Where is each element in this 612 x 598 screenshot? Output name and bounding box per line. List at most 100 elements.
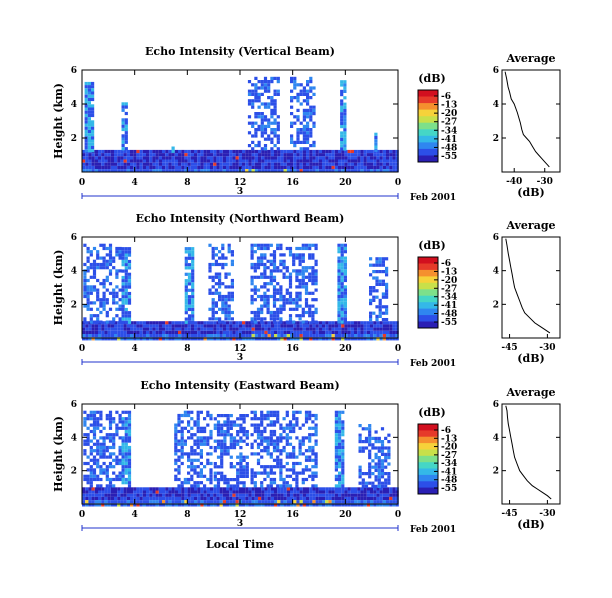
heatmap-cell bbox=[277, 500, 281, 504]
heatmap-cell bbox=[230, 298, 234, 302]
heatmap-cell bbox=[296, 487, 300, 491]
heatmap-cell bbox=[309, 324, 313, 328]
heatmap-cell bbox=[263, 262, 267, 267]
heatmap-cell bbox=[263, 118, 268, 122]
heatmap-cell bbox=[282, 465, 286, 469]
heatmap-cell bbox=[209, 471, 213, 475]
heatmap-cell bbox=[308, 278, 312, 283]
heatmap-cell bbox=[338, 487, 342, 491]
heatmap-cell bbox=[187, 481, 191, 485]
heatmap-cell bbox=[127, 458, 132, 462]
heatmap-cell bbox=[263, 449, 267, 453]
heatmap-cell bbox=[381, 282, 385, 286]
heatmap-cell bbox=[200, 330, 204, 334]
heatmap-cell bbox=[121, 118, 125, 122]
heatmap-cell bbox=[290, 156, 294, 160]
heatmap-cell bbox=[395, 321, 399, 325]
heatmap-cell bbox=[155, 496, 159, 501]
heatmap-cell bbox=[343, 320, 347, 324]
heatmap-cell bbox=[92, 449, 97, 453]
heatmap-cell bbox=[254, 324, 258, 328]
heatmap-cell bbox=[250, 310, 254, 315]
heatmap-cell bbox=[340, 115, 344, 119]
heatmap-cell bbox=[87, 142, 91, 146]
heatmap-cell bbox=[174, 153, 178, 157]
heatmap-cell bbox=[381, 270, 385, 274]
heatmap-cell bbox=[286, 169, 290, 173]
heatmap-cell bbox=[338, 330, 342, 334]
heatmap-cell bbox=[308, 291, 312, 295]
heatmap-cell bbox=[238, 496, 242, 501]
heatmap-cell bbox=[267, 105, 271, 109]
heatmap-cell bbox=[229, 478, 233, 482]
heatmap-cell bbox=[389, 162, 393, 166]
heatmap-cell bbox=[226, 433, 230, 437]
heatmap-cell bbox=[386, 493, 390, 497]
heatmap-cell bbox=[86, 417, 90, 421]
heatmap-cell bbox=[318, 493, 322, 497]
heatmap-cell bbox=[171, 165, 175, 170]
heatmap-cell bbox=[292, 429, 296, 434]
heatmap-cell bbox=[270, 108, 274, 112]
heatmap-cell bbox=[340, 291, 344, 295]
heatmap-cell bbox=[338, 481, 342, 485]
heatmap-cell bbox=[251, 162, 255, 166]
heatmap-cell bbox=[118, 307, 122, 311]
heatmap-cell bbox=[338, 417, 342, 421]
heatmap-cell bbox=[269, 294, 273, 299]
heatmap-cell bbox=[302, 153, 306, 157]
heatmap-cell bbox=[254, 487, 258, 491]
heatmap-cell bbox=[299, 92, 303, 96]
heatmap-cell bbox=[312, 108, 316, 112]
heatmap-cell bbox=[290, 496, 294, 501]
heatmap-cell bbox=[82, 496, 86, 501]
y-axis-label: Height (km) bbox=[52, 250, 65, 326]
heatmap-cell bbox=[269, 282, 273, 286]
heatmap-cell bbox=[219, 337, 223, 341]
heatmap-cell bbox=[226, 426, 230, 430]
heatmap-cell bbox=[266, 275, 270, 279]
heatmap-cell bbox=[288, 320, 293, 324]
heatmap-cell bbox=[314, 455, 318, 459]
heatmap-cell bbox=[368, 427, 372, 431]
date-label: 3 bbox=[237, 187, 243, 197]
heatmap-cell bbox=[216, 446, 221, 450]
heatmap-cell bbox=[184, 304, 188, 308]
heatmap-cell bbox=[312, 140, 316, 144]
heatmap-cell bbox=[250, 433, 254, 437]
heatmap-cell bbox=[220, 433, 224, 437]
heatmap-cell bbox=[257, 99, 261, 103]
heatmap-cell bbox=[395, 162, 399, 166]
profile-x-label: (dB) bbox=[517, 352, 544, 365]
heatmap-cell bbox=[89, 285, 93, 289]
heatmap-cell bbox=[322, 324, 326, 328]
heatmap-cell bbox=[222, 156, 226, 160]
heatmap-cell bbox=[87, 88, 91, 92]
heatmap-cell bbox=[293, 496, 297, 501]
heatmap-cell bbox=[139, 496, 143, 501]
heatmap-cell bbox=[377, 449, 381, 453]
heatmap-cell bbox=[292, 253, 296, 257]
heatmap-cell bbox=[340, 320, 344, 324]
heatmap-cell bbox=[83, 282, 87, 286]
heatmap-cell bbox=[99, 301, 103, 305]
heatmap-cell bbox=[193, 465, 197, 469]
heatmap-cell bbox=[315, 324, 319, 328]
heatmap-cell bbox=[357, 321, 361, 325]
heatmap-cell bbox=[220, 414, 224, 418]
heatmap-cell bbox=[242, 455, 246, 459]
heatmap-cell bbox=[165, 153, 169, 157]
heatmap-cell bbox=[222, 165, 226, 170]
heatmap-cell bbox=[288, 253, 293, 257]
heatmap-cell bbox=[311, 275, 315, 279]
heatmap-cell bbox=[376, 153, 380, 157]
heatmap-cell bbox=[299, 149, 303, 154]
heatmap-cell bbox=[115, 433, 119, 437]
heatmap-cell bbox=[375, 263, 379, 267]
heatmap-cell bbox=[279, 449, 283, 453]
heatmap-cell bbox=[190, 337, 194, 341]
heatmap-cell bbox=[220, 458, 224, 462]
heatmap-cell bbox=[216, 430, 221, 434]
heatmap-cell bbox=[187, 279, 192, 283]
heatmap-cell bbox=[99, 484, 103, 488]
